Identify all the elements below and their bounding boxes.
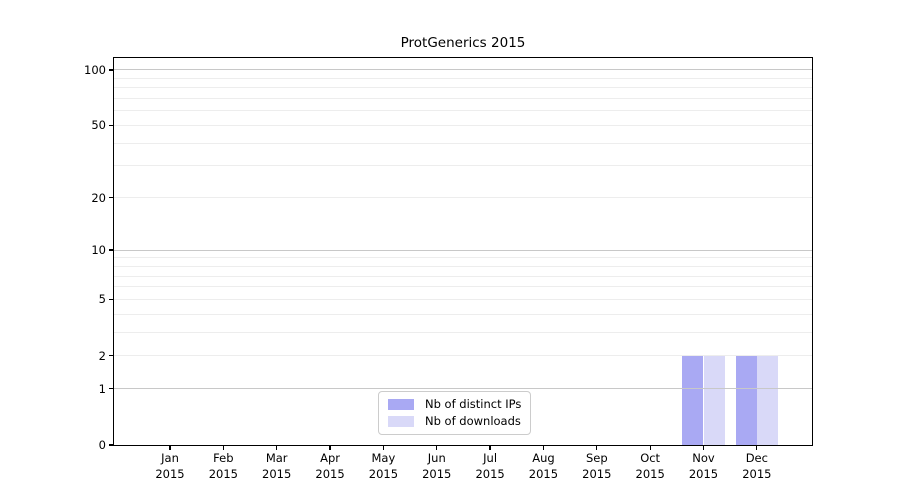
x-tick-label: Sep 2015 [565,451,629,482]
gridline-minor [114,298,812,300]
x-tick-month: Dec [745,451,768,465]
x-tick-label: Nov 2015 [672,451,736,482]
gridline-minor [114,355,812,357]
bar-distinct-ips [735,355,757,445]
x-tick [489,445,491,450]
y-tick-label: 5 [98,292,106,307]
y-tick [109,388,114,390]
x-tick-year: 2015 [368,466,399,481]
x-tick [756,445,758,450]
x-tick-label: Feb 2015 [191,451,255,482]
x-tick-month: Feb [213,451,234,465]
x-tick-year: 2015 [422,466,452,481]
x-tick-label: Oct 2015 [618,451,682,482]
y-tick [109,355,114,357]
x-tick-label: Jan 2015 [138,451,202,482]
y-tick-label: 20 [91,190,106,205]
legend: Nb of distinct IPs Nb of downloads [378,391,532,435]
x-tick-year: 2015 [635,466,665,481]
bar-downloads [756,355,779,445]
x-tick-year: 2015 [742,466,772,481]
gridline-minor [114,77,812,79]
chart-title: ProtGenerics 2015 [400,35,526,51]
x-tick-year: 2015 [315,466,345,481]
bar-distinct-ips [682,355,704,445]
y-tick [109,69,114,71]
x-tick-month: Jul [483,451,498,465]
gridline-minor [114,265,812,267]
gridline-minor [114,87,812,89]
legend-swatch [388,416,414,427]
x-tick-label: Mar 2015 [245,451,309,482]
y-tick-label: 2 [98,348,106,363]
x-tick-year: 2015 [475,466,505,481]
x-tick-month: Mar [265,451,288,465]
x-tick-month: Apr [320,451,340,465]
gridline-minor [114,110,812,112]
x-tick-label: Aug 2015 [511,451,575,482]
gridline-minor [114,313,812,315]
x-tick [702,445,705,450]
x-tick [649,445,651,450]
x-tick-label: Dec 2015 [725,451,789,482]
x-tick-month: Jan [161,451,179,465]
y-tick-label: 100 [84,62,106,77]
y-tick [109,124,114,127]
y-tick [109,249,114,251]
x-tick-year: 2015 [582,466,612,481]
x-tick [596,445,598,450]
x-tick [329,445,331,450]
x-tick-label: May 2015 [351,451,415,482]
gridline-minor [114,124,812,126]
plot-area: Nb of distinct IPs Nb of downloads [113,57,813,446]
x-tick-month: Jun [427,451,446,465]
gridline-minor [114,286,812,288]
legend-swatch [388,399,414,410]
y-tick [109,444,114,446]
x-tick [222,445,224,450]
gridline-minor [114,331,812,333]
x-tick [276,445,278,450]
x-tick-month: May [371,451,396,465]
x-tick [436,445,438,450]
y-tick [109,298,114,301]
x-tick-year: 2015 [262,466,292,481]
gridline-minor [114,165,812,167]
x-tick-month: Aug [532,451,555,465]
legend-item: Nb of downloads [388,415,521,428]
legend-item: Nb of distinct IPs [388,398,521,411]
y-tick-label: 50 [91,118,106,133]
gridline-major [114,388,812,390]
gridline-minor [114,142,812,144]
x-tick-year: 2015 [155,466,185,481]
gridline-minor [114,197,812,199]
legend-label: Nb of distinct IPs [425,397,522,411]
y-tick-label: 0 [98,438,106,452]
x-tick [382,445,385,450]
legend-label: Nb of downloads [425,414,521,428]
x-tick-month: Nov [692,451,715,465]
bar-downloads [703,355,725,445]
gridline-minor [114,257,812,259]
x-tick-month: Sep [585,451,608,465]
x-tick-year: 2015 [208,466,238,481]
y-tick [109,196,114,199]
x-tick-label: Jun 2015 [405,451,469,482]
gridline-major [114,249,812,251]
x-tick [542,445,545,450]
y-tick-label: 1 [98,381,106,396]
gridline-minor [114,98,812,100]
gridline-minor [114,275,812,277]
y-tick-label: 10 [91,243,106,258]
x-tick [169,445,171,450]
x-tick-month: Oct [640,451,661,465]
x-tick-label: Apr 2015 [298,451,362,482]
x-tick-year: 2015 [688,466,719,481]
gridline-major [114,69,812,71]
x-tick-label: Jul 2015 [458,451,522,482]
x-tick-year: 2015 [528,466,559,481]
